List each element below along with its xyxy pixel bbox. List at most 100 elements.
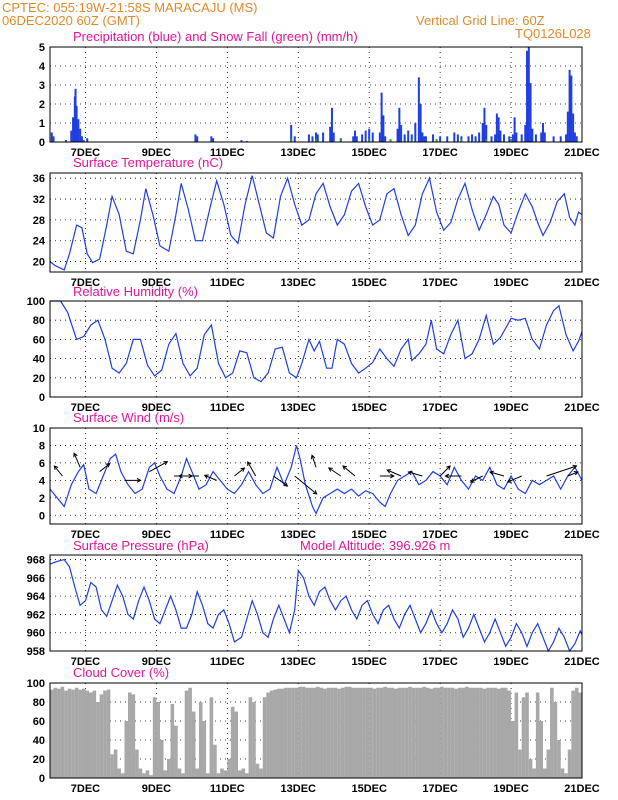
x-tick-label: 11DEC — [210, 147, 245, 159]
bar — [439, 136, 442, 142]
y-tick-label: 2 — [39, 99, 45, 111]
header-code: TQ0126L028 — [515, 26, 591, 41]
bar — [291, 687, 295, 778]
wind-vector-head — [73, 452, 78, 458]
bar — [255, 763, 260, 778]
bar — [368, 139, 371, 142]
bar — [117, 768, 121, 778]
bar — [195, 768, 199, 778]
bar — [525, 692, 529, 778]
bar — [550, 687, 554, 778]
x-tick-label: 7DEC — [71, 656, 100, 668]
bar — [394, 688, 398, 778]
bar — [389, 139, 392, 142]
bar — [75, 105, 78, 142]
bar — [284, 687, 288, 778]
wind-vector-head — [444, 473, 450, 479]
bar — [379, 687, 384, 778]
bar — [248, 697, 253, 778]
bar — [531, 128, 534, 142]
x-tick-label: 19DEC — [493, 402, 529, 414]
bar — [305, 687, 309, 778]
bar — [467, 136, 470, 142]
y-tick-label: 0 — [39, 137, 45, 149]
bar — [88, 692, 93, 778]
panel-frame — [49, 554, 583, 652]
bar — [539, 721, 544, 778]
y-tick-label: 960 — [27, 628, 45, 640]
bar — [421, 132, 424, 142]
bar — [311, 136, 314, 142]
wind-vector-head — [53, 465, 59, 470]
bar — [362, 687, 366, 778]
y-tick-label: 1 — [39, 118, 45, 130]
bar — [404, 687, 409, 778]
bar — [156, 702, 160, 778]
y-tick-label: 24 — [33, 236, 46, 248]
bar — [344, 686, 348, 778]
y-tick-label: 20 — [33, 257, 45, 269]
bar — [528, 759, 533, 778]
x-tick-label: 9DEC — [142, 656, 171, 668]
bar — [382, 115, 385, 142]
y-tick-label: 20 — [33, 373, 45, 385]
x-tick-label: 11DEC — [210, 529, 245, 541]
bar — [206, 773, 210, 778]
y-tick-label: 10 — [33, 423, 45, 435]
wind-vector-head — [283, 482, 289, 487]
panel-title: Cloud Cover (%) — [73, 665, 169, 680]
bar — [407, 130, 410, 142]
panel-wind: Surface Wind (m/s) 0 2 4 6 8 10 7DEC 9DEC 11DEC 13… — [33, 410, 600, 541]
bar — [475, 687, 480, 778]
bar — [194, 134, 197, 142]
bar — [230, 706, 235, 778]
bar — [64, 690, 68, 778]
wind-vector — [54, 465, 63, 477]
bar — [369, 687, 373, 778]
x-tick-label: 11DEC — [210, 277, 245, 289]
bar — [485, 124, 488, 142]
panel-precip: Precipitation (blue) and Snow Fall (gree… — [39, 29, 600, 159]
x-tick-label: 15DEC — [351, 277, 387, 289]
bar — [418, 687, 423, 778]
bar — [184, 690, 189, 778]
y-tick-label: 4 — [39, 61, 46, 73]
bar — [339, 139, 342, 142]
wind-vector-head — [469, 478, 475, 483]
bar — [372, 688, 377, 778]
bar — [524, 124, 527, 142]
bar — [135, 749, 139, 778]
y-tick-label: 36 — [33, 173, 45, 185]
bar — [515, 132, 518, 142]
wind-vector — [546, 465, 577, 477]
bar — [410, 134, 413, 142]
bar — [481, 123, 484, 142]
bar — [280, 688, 285, 778]
bar — [534, 134, 537, 142]
bar — [276, 688, 281, 778]
bar — [293, 136, 296, 142]
y-tick-label: 5 — [39, 42, 45, 54]
wind-vector-head — [203, 474, 209, 479]
wind-vector — [204, 474, 217, 481]
bar — [532, 768, 536, 778]
panel-title: Surface Wind (m/s) — [73, 410, 184, 425]
bar — [518, 749, 522, 778]
bar — [457, 687, 462, 778]
bar — [330, 107, 333, 142]
bar — [120, 773, 125, 778]
bar — [578, 692, 583, 778]
wind-vector — [507, 475, 522, 483]
bar — [60, 686, 65, 778]
bar — [371, 132, 374, 142]
bar — [301, 686, 306, 778]
x-tick-label: 7DEC — [71, 402, 100, 414]
bar — [414, 123, 417, 142]
wind-vector — [439, 465, 451, 477]
header-grid-note: Vertical Grid Line: 60Z — [416, 13, 545, 28]
bar — [240, 140, 243, 142]
panels: Precipitation (blue) and Snow Fall (gree… — [27, 29, 600, 795]
x-tick-label: 17DEC — [422, 402, 458, 414]
x-tick-label: 13DEC — [281, 277, 317, 289]
bar — [86, 138, 89, 142]
